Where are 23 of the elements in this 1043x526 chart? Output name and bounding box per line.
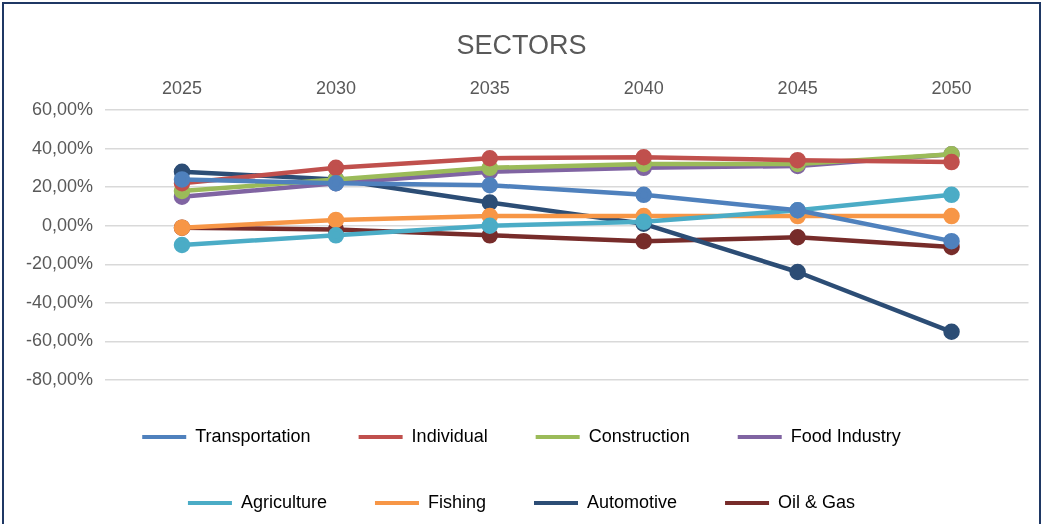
legend-label: Individual (411, 425, 488, 446)
y-tick-label: 40,00% (31, 137, 94, 158)
legend-label: Oil & Gas (778, 491, 856, 512)
y-tick-label: 60,00% (31, 98, 94, 119)
legend-label: Agriculture (240, 491, 327, 512)
x-tick-label: 2025 (161, 78, 203, 99)
x-tick-label: 2030 (315, 78, 356, 99)
x-tick-label: 2040 (623, 78, 664, 99)
legend-label: Construction (588, 425, 690, 446)
y-tick-label: -40,00% (26, 291, 94, 312)
x-tick-label: 2045 (777, 78, 818, 99)
x-tick-label: 2035 (469, 78, 510, 99)
y-tick-label: 0,00% (42, 214, 94, 235)
y-tick-label: -20,00% (26, 253, 94, 274)
legend-label: Automotive (587, 491, 678, 512)
y-tick-label: 20,00% (31, 176, 94, 197)
y-tick-label: -80,00% (26, 368, 94, 389)
x-tick-label: 2050 (931, 78, 972, 99)
legend-label: Fishing (427, 491, 487, 512)
legend-label: Transportation (195, 425, 311, 446)
legend-label: Food Industry (790, 425, 901, 446)
y-tick-label: -60,00% (26, 330, 94, 351)
chart-title: SECTORS (456, 29, 587, 60)
